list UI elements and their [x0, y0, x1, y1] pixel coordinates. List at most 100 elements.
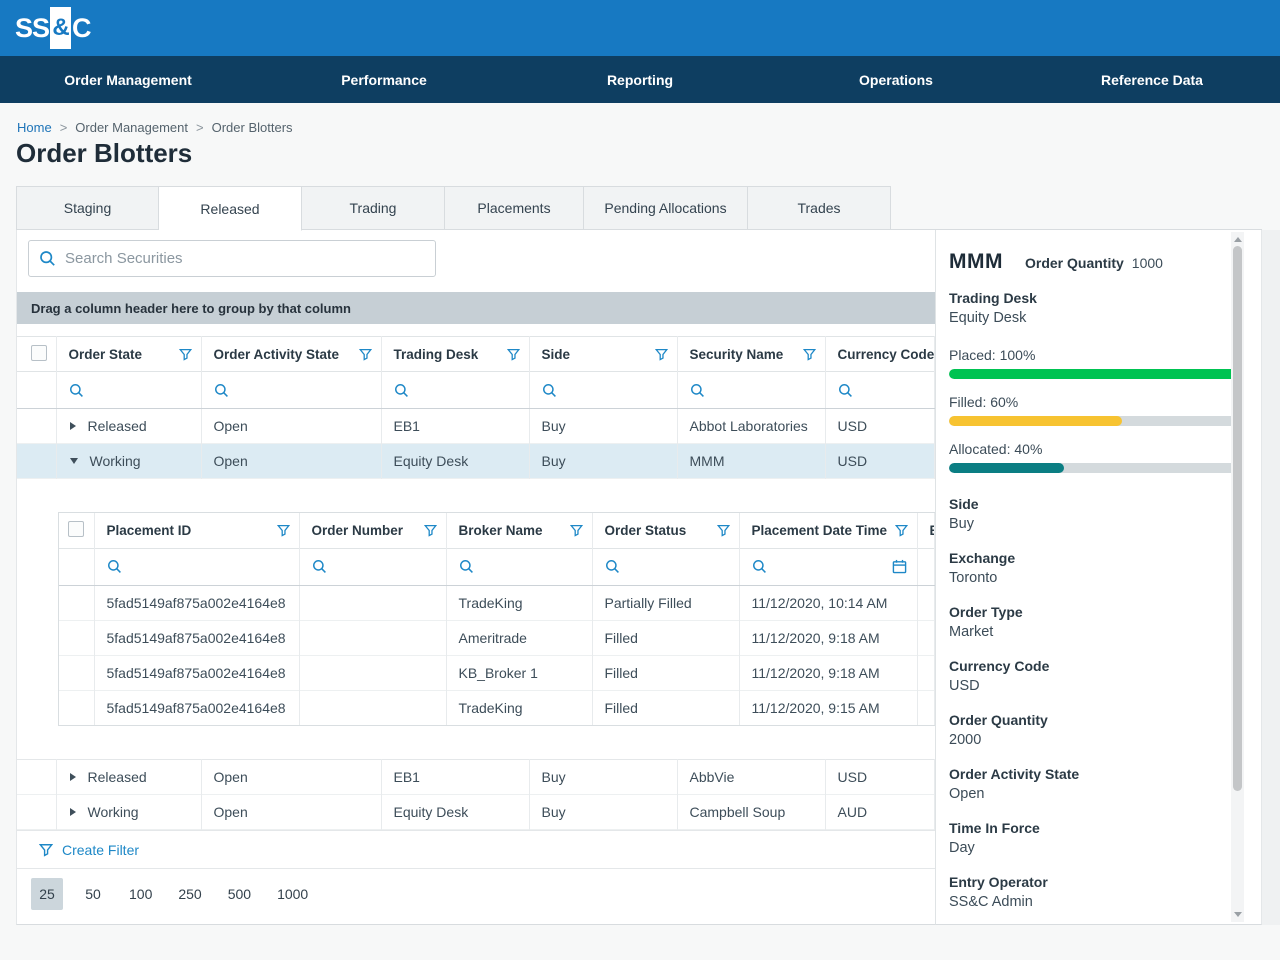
- nav-order-management[interactable]: Order Management: [0, 56, 256, 103]
- col-placement-id[interactable]: Placement ID: [94, 513, 299, 548]
- scrollbar-thumb[interactable]: [1233, 246, 1242, 791]
- group-by-drop-zone[interactable]: Drag a column header here to group by th…: [17, 292, 935, 324]
- page-size-100[interactable]: 100: [123, 878, 158, 910]
- collapse-row-icon[interactable]: [70, 458, 78, 464]
- page-size-50[interactable]: 50: [77, 878, 109, 910]
- detail-field-currency-code: Currency Code USD: [949, 656, 1231, 696]
- detail-order-quantity-label: Order Quantity: [1025, 255, 1124, 271]
- breadcrumb-order-management[interactable]: Order Management: [75, 120, 188, 135]
- allocated-progress-fill: [949, 463, 1064, 473]
- tab-trades[interactable]: Trades: [748, 186, 891, 230]
- col-order-status[interactable]: Order Status: [592, 513, 739, 548]
- breadcrumb-home[interactable]: Home: [17, 120, 52, 135]
- expand-row-icon[interactable]: [70, 422, 76, 430]
- placement-row[interactable]: 5fad5149af875a002e4164e8 TradeKing Fille…: [59, 690, 935, 725]
- nav-performance[interactable]: Performance: [256, 56, 512, 103]
- search-icon: [542, 383, 557, 398]
- search-icon: [838, 383, 853, 398]
- top-app-bar: SS&C: [0, 0, 1280, 56]
- placements-header-row: Placement ID Order Number Broker Name Or…: [59, 513, 935, 548]
- detail-field-order-quantity: Order Quantity 2000: [949, 710, 1231, 750]
- filter-icon[interactable]: [179, 348, 192, 361]
- col-security-name[interactable]: Security Name: [677, 337, 825, 372]
- filter-icon[interactable]: [424, 524, 437, 537]
- col-truncated[interactable]: E: [917, 513, 935, 548]
- col-order-activity-state[interactable]: Order Activity State: [201, 337, 381, 372]
- filter-order-status[interactable]: [592, 548, 739, 585]
- expand-row-icon[interactable]: [70, 808, 76, 816]
- col-placement-date-time[interactable]: Placement Date Time: [739, 513, 917, 548]
- filter-icon[interactable]: [359, 348, 372, 361]
- col-trading-desk[interactable]: Trading Desk: [381, 337, 529, 372]
- select-all-cell: [59, 513, 94, 548]
- page-size-250[interactable]: 250: [172, 878, 207, 910]
- orders-table: Order State Order Activity State Trading…: [17, 336, 935, 479]
- search-securities-box[interactable]: [28, 240, 436, 277]
- main-area: Staging Released Trading Placements Pend…: [16, 186, 1262, 925]
- filter-placement-date-time[interactable]: [739, 548, 917, 585]
- page-title: Order Blotters: [16, 138, 192, 169]
- page-size-25[interactable]: 25: [31, 878, 63, 910]
- filter-icon[interactable]: [277, 524, 290, 537]
- filter-icon[interactable]: [655, 348, 668, 361]
- filter-trading-desk[interactable]: [381, 372, 529, 409]
- filter-currency-code[interactable]: [825, 372, 935, 409]
- filter-order-state[interactable]: [56, 372, 201, 409]
- select-all-checkbox[interactable]: [31, 345, 47, 361]
- select-all-checkbox[interactable]: [68, 521, 84, 537]
- nav-reporting[interactable]: Reporting: [512, 56, 768, 103]
- filter-placement-id[interactable]: [94, 548, 299, 585]
- col-currency-code[interactable]: Currency Code: [825, 337, 935, 372]
- placement-row[interactable]: 5fad5149af875a002e4164e8 TradeKing Parti…: [59, 585, 935, 620]
- filter-icon[interactable]: [803, 348, 816, 361]
- select-all-cell: [17, 337, 56, 372]
- detail-security-ticker: MMM: [949, 250, 1003, 274]
- search-icon: [214, 383, 229, 398]
- page-size-1000[interactable]: 1000: [271, 878, 314, 910]
- filter-order-number[interactable]: [299, 548, 446, 585]
- detail-order-quantity-value: 1000: [1132, 255, 1163, 271]
- col-side[interactable]: Side: [529, 337, 677, 372]
- search-icon: [459, 559, 474, 574]
- tab-placements[interactable]: Placements: [445, 186, 584, 230]
- create-filter-button[interactable]: Create Filter: [17, 830, 935, 868]
- search-icon: [394, 383, 409, 398]
- filter-broker-name[interactable]: [446, 548, 592, 585]
- tab-trading[interactable]: Trading: [302, 186, 445, 230]
- expand-row-icon[interactable]: [70, 773, 76, 781]
- filter-security-name[interactable]: [677, 372, 825, 409]
- tab-pending-allocations[interactable]: Pending Allocations: [584, 186, 748, 230]
- search-icon: [312, 559, 327, 574]
- order-row[interactable]: Released Open EB1 Buy AbbVie USD: [17, 760, 935, 795]
- nav-operations[interactable]: Operations: [768, 56, 1024, 103]
- order-row-selected[interactable]: Working Open Equity Desk Buy MMM USD: [17, 444, 935, 479]
- filter-icon[interactable]: [507, 348, 520, 361]
- order-row[interactable]: Released Open EB1 Buy Abbot Laboratories…: [17, 409, 935, 444]
- tab-staging[interactable]: Staging: [16, 186, 159, 230]
- calendar-icon[interactable]: [892, 559, 907, 574]
- filter-icon[interactable]: [717, 524, 730, 537]
- scroll-down-arrow-icon[interactable]: [1234, 912, 1242, 917]
- logo-ampersand: &: [50, 7, 71, 49]
- tab-released[interactable]: Released: [159, 186, 302, 231]
- placement-row[interactable]: 5fad5149af875a002e4164e8 KB_Broker 1 Fil…: [59, 655, 935, 690]
- detail-panel-scrollbar[interactable]: [1231, 232, 1244, 922]
- filter-order-activity-state[interactable]: [201, 372, 381, 409]
- search-securities-input[interactable]: [65, 250, 435, 267]
- order-detail-panel: MMM Order Quantity 1000 Trading Desk Equ…: [935, 230, 1262, 925]
- nav-reference-data[interactable]: Reference Data: [1024, 56, 1280, 103]
- filter-side[interactable]: [529, 372, 677, 409]
- ssc-logo[interactable]: SS&C: [15, 7, 91, 49]
- clipped-right-edge: [1262, 230, 1280, 925]
- order-row[interactable]: Working Open Equity Desk Buy Campbell So…: [17, 795, 935, 830]
- placement-row[interactable]: 5fad5149af875a002e4164e8 Ameritrade Fill…: [59, 620, 935, 655]
- page-size-500[interactable]: 500: [222, 878, 257, 910]
- filter-icon[interactable]: [570, 524, 583, 537]
- filled-progress-track: [949, 416, 1237, 426]
- filter-icon[interactable]: [895, 524, 908, 537]
- col-broker-name[interactable]: Broker Name: [446, 513, 592, 548]
- filled-progress-fill: [949, 416, 1122, 426]
- scroll-up-arrow-icon[interactable]: [1234, 237, 1242, 242]
- col-order-state[interactable]: Order State: [56, 337, 201, 372]
- col-order-number[interactable]: Order Number: [299, 513, 446, 548]
